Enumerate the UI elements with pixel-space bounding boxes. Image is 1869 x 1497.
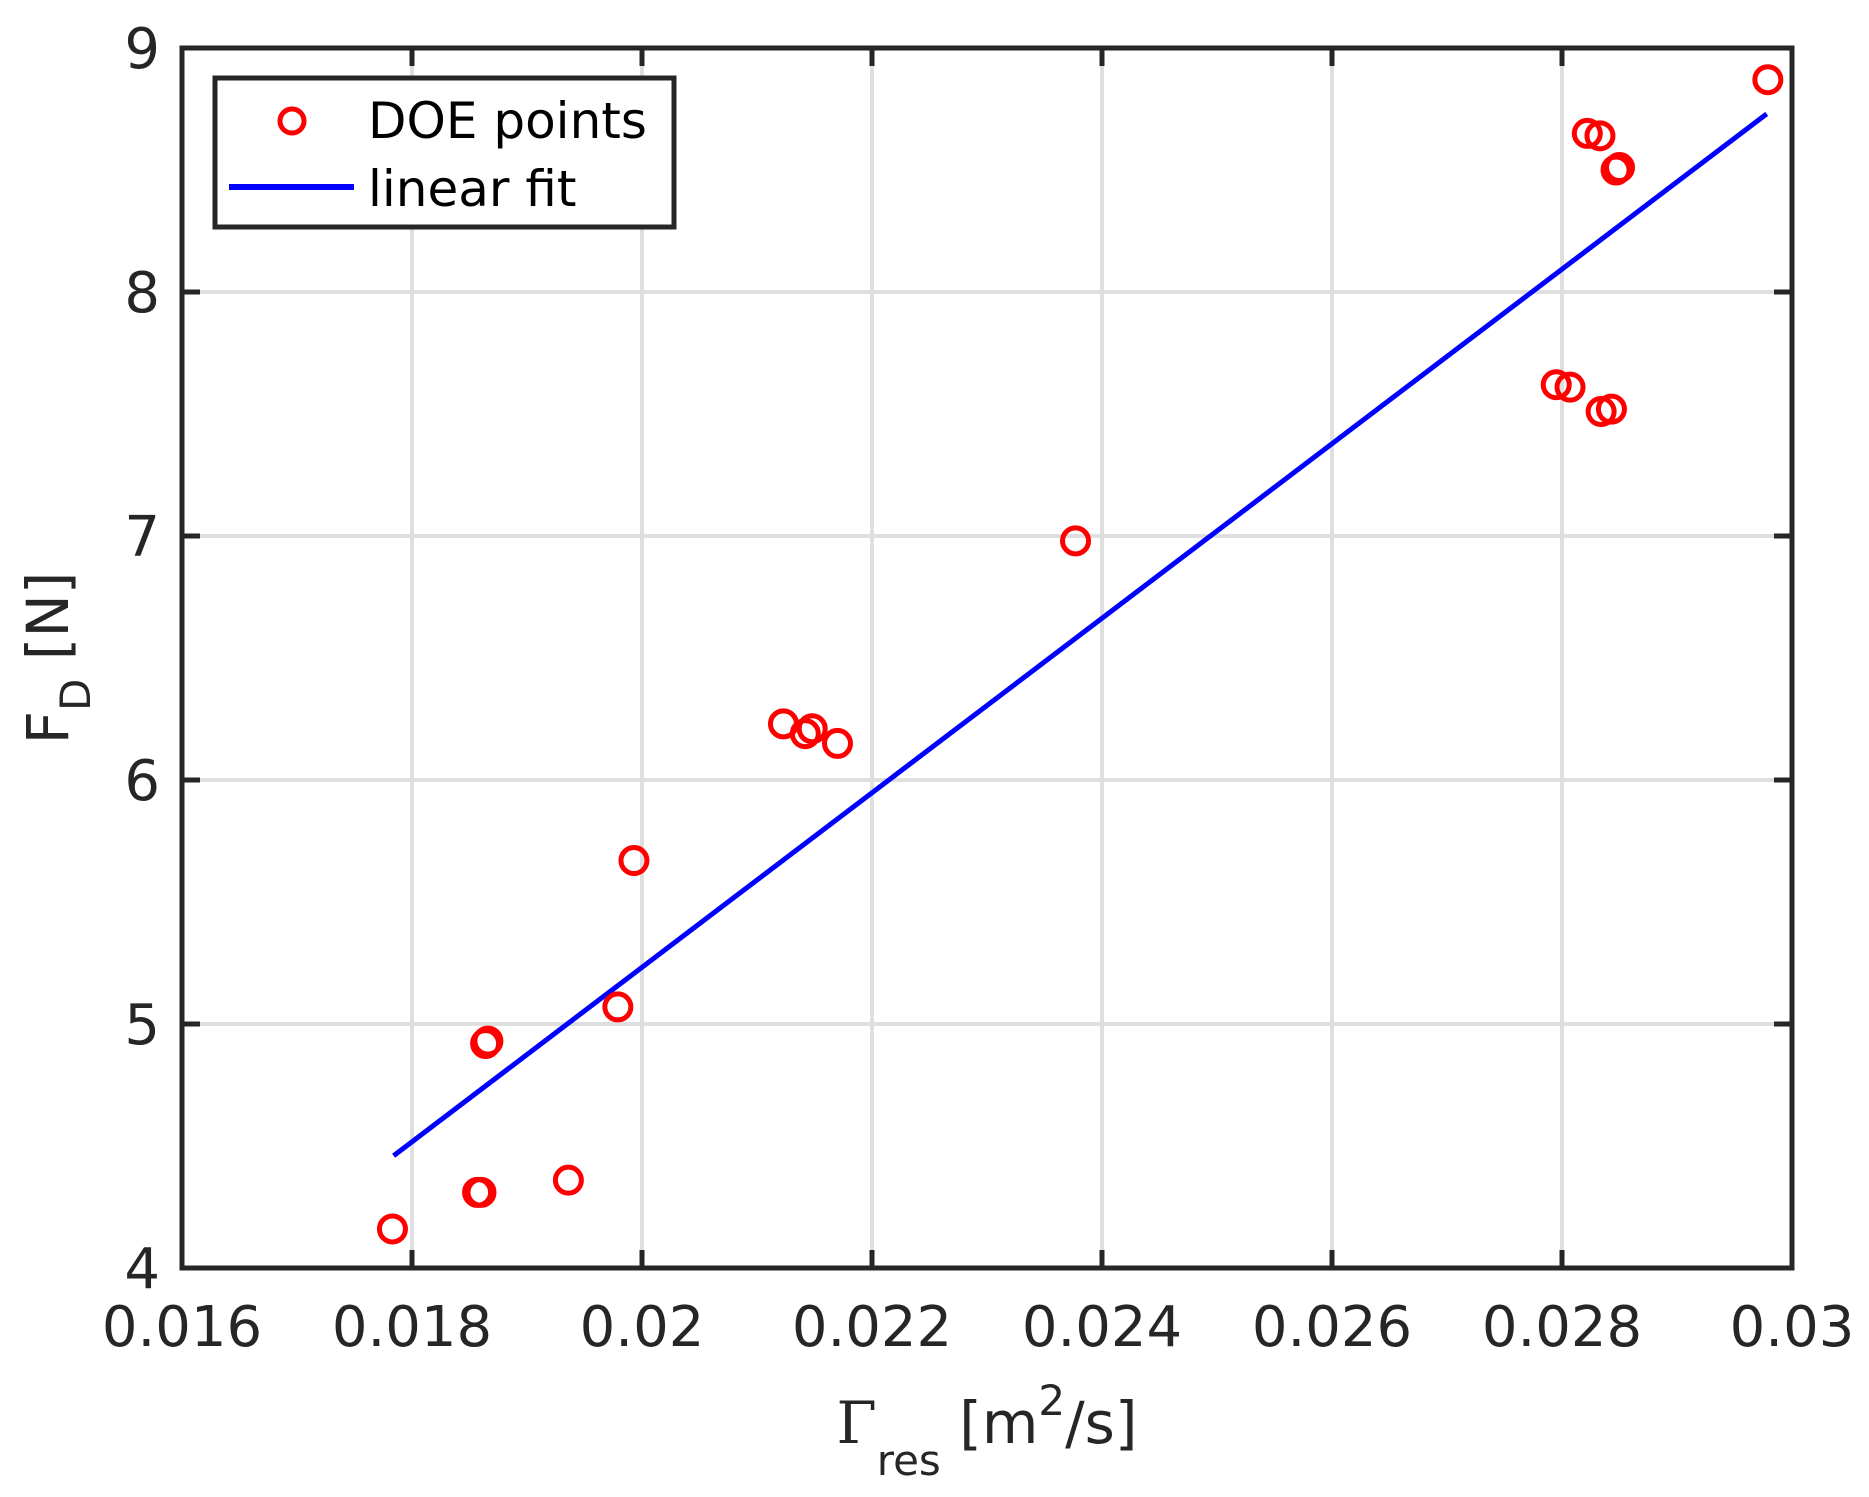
data-point-marker [618, 845, 650, 877]
y-tick-label: 4 [124, 1237, 160, 1302]
plot-area [179, 45, 1795, 1271]
legend: DOE points linear fit [212, 75, 677, 230]
y-axis-label-text: FD [N] [14, 572, 100, 745]
linear-fit-line [392, 111, 1769, 1158]
y-axis-label: FD [N] [14, 572, 100, 745]
y-tick-labels: 4 5 6 7 8 9 [124, 17, 160, 1302]
data-point-marker [1752, 64, 1784, 96]
x-axis-label-text: Γres [m2/s] [836, 1376, 1137, 1485]
x-tick-labels: 0.016 0.018 0.02 0.022 0.024 0.026 0.028 0.03 [102, 1295, 1855, 1360]
axes-background [182, 48, 1792, 1268]
legend-box [212, 75, 677, 230]
data-point-marker [472, 1025, 504, 1057]
fit-line [392, 111, 1769, 1158]
data-point-marker [376, 1213, 408, 1245]
gridlines [182, 48, 1792, 1268]
legend-label-doe-points: DOE points [368, 92, 647, 150]
y-tick-label: 6 [124, 749, 160, 814]
x-tick-label: 0.024 [1022, 1295, 1182, 1360]
x-tick-label: 0.016 [102, 1295, 262, 1360]
x-tick-label: 0.018 [332, 1295, 492, 1360]
axes-frame [179, 45, 1795, 1271]
data-point-marker [1554, 371, 1586, 403]
data-point-marker [1584, 120, 1616, 152]
legend-label-linear-fit: linear fit [368, 160, 576, 218]
legend-circle-marker-icon [277, 106, 307, 136]
y-tick-label: 5 [124, 993, 160, 1058]
y-tick-label: 8 [124, 261, 160, 326]
x-tick-label: 0.026 [1252, 1295, 1412, 1360]
x-axis-label: Γres [m2/s] [836, 1376, 1137, 1485]
data-point-marker [796, 713, 828, 745]
x-tick-label: 0.02 [580, 1295, 705, 1360]
data-point-marker [465, 1176, 497, 1208]
data-point-marker [1060, 525, 1092, 557]
data-point-marker [552, 1164, 584, 1196]
doe-points [376, 64, 1784, 1245]
y-tick-label: 9 [124, 17, 160, 82]
y-tick-label: 7 [124, 505, 160, 570]
data-point-marker [1540, 369, 1572, 401]
data-point-marker [1571, 117, 1603, 149]
data-point-marker [1595, 393, 1627, 425]
data-point-marker [1604, 152, 1635, 184]
x-tick-label: 0.022 [792, 1295, 952, 1360]
data-point-marker [602, 991, 634, 1023]
x-tick-label: 0.03 [1730, 1295, 1855, 1360]
data-point-marker [822, 727, 853, 759]
x-tick-label: 0.028 [1482, 1295, 1642, 1360]
